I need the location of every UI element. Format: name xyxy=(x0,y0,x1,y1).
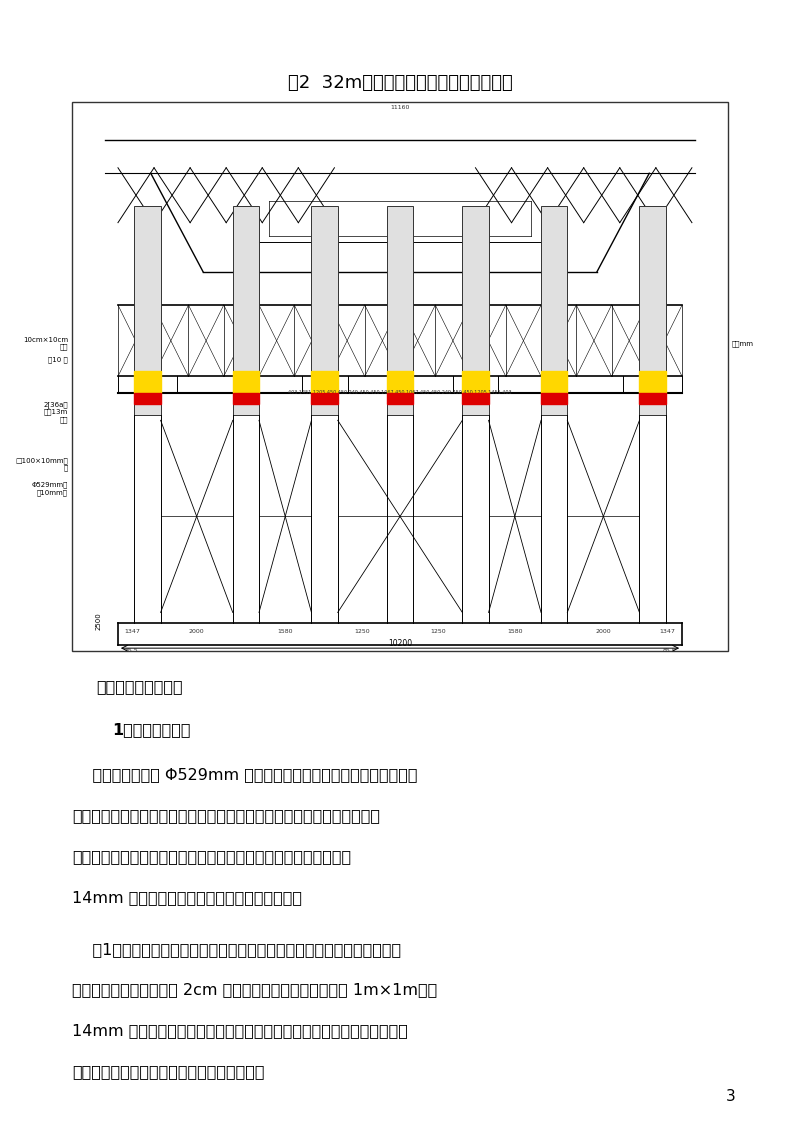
Bar xyxy=(462,206,489,414)
Text: 2000: 2000 xyxy=(595,629,611,634)
Bar xyxy=(387,371,413,393)
Text: 403 1451 1205 450 450 249 450 450 1067 450 1067 450 450 249 450 450 1205 1451 40: 403 1451 1205 450 450 249 450 450 1067 4… xyxy=(288,391,512,395)
Text: 11160: 11160 xyxy=(390,104,410,110)
Text: （二）、贝雷架拼装: （二）、贝雷架拼装 xyxy=(96,679,182,694)
Text: 钢管在铅垂状态下立于承台上，所以在钢管底部和承台之间设置厚: 钢管在铅垂状态下立于承台上，所以在钢管底部和承台之间设置厚 xyxy=(72,849,351,864)
Text: （1）、先将承台顶面清理干净，在承台顶面按设计尺寸放出钢管位置。: （1）、先将承台顶面清理干净，在承台顶面按设计尺寸放出钢管位置。 xyxy=(72,942,401,957)
Text: 85.5: 85.5 xyxy=(124,649,138,653)
Bar xyxy=(134,371,161,393)
Text: □100×10mm扁
钢: □100×10mm扁 钢 xyxy=(15,457,68,471)
Text: 工10 槽: 工10 槽 xyxy=(48,357,68,363)
Text: 到承台，然后传递给地基。为保证钢管立柱受力均匀、平衡传力，须保证: 到承台，然后传递给地基。为保证钢管立柱受力均匀、平衡传力，须保证 xyxy=(72,808,380,823)
Bar xyxy=(639,206,666,414)
Text: 贝雷mm: 贝雷mm xyxy=(732,340,754,346)
Text: 然后在承台面上铺一层厚 2cm 的高标号细石砼，放上尺寸为 1m×1m、厚: 然后在承台面上铺一层厚 2cm 的高标号细石砼，放上尺寸为 1m×1m、厚 xyxy=(72,983,438,997)
Text: 1580: 1580 xyxy=(278,629,293,634)
Bar xyxy=(311,206,338,414)
Text: 85.5: 85.5 xyxy=(662,649,676,653)
Bar xyxy=(462,371,489,393)
Text: 图2  32m简支箱梁贝雷支架现浇施工方案: 图2 32m简支箱梁贝雷支架现浇施工方案 xyxy=(288,74,513,92)
Text: 10cm×10cm
木枋: 10cm×10cm 木枋 xyxy=(23,336,68,350)
Bar xyxy=(134,206,161,414)
Text: 14mm 的钢板。再用水准仪抄平，保证钢板四角标高一致，将钢板和承台: 14mm 的钢板。再用水准仪抄平，保证钢板四角标高一致，将钢板和承台 xyxy=(72,1023,408,1038)
Bar xyxy=(541,206,567,414)
Text: 1、钢管立柱安装: 1、钢管立柱安装 xyxy=(112,722,190,737)
Bar xyxy=(639,371,666,393)
Text: 14mm 的钢板，进行水平调平及增加受力面积。: 14mm 的钢板，进行水平调平及增加受力面积。 xyxy=(72,890,302,904)
Text: 1250: 1250 xyxy=(430,629,446,634)
Bar xyxy=(134,393,161,404)
Text: 1250: 1250 xyxy=(354,629,370,634)
Text: 1347: 1347 xyxy=(659,629,675,634)
Text: 2500: 2500 xyxy=(95,611,102,629)
Text: 1580: 1580 xyxy=(507,629,522,634)
Bar xyxy=(541,371,567,393)
Bar xyxy=(462,393,489,404)
Bar xyxy=(639,393,666,404)
Text: 2[36a双
拼，13m
一根: 2[36a双 拼，13m 一根 xyxy=(43,401,68,423)
Bar xyxy=(387,393,413,404)
Text: 之间的空隙填满、捣实，确保钢板安放牢固。: 之间的空隙填满、捣实，确保钢板安放牢固。 xyxy=(72,1064,265,1079)
Text: 1347: 1347 xyxy=(125,629,141,634)
Text: 3: 3 xyxy=(726,1089,736,1104)
Bar xyxy=(233,206,259,414)
Bar xyxy=(387,206,413,414)
Bar xyxy=(311,371,338,393)
Bar xyxy=(541,393,567,404)
Bar xyxy=(311,393,338,404)
Bar xyxy=(233,393,259,404)
Text: Φ529mm螺
旋10mm壁: Φ529mm螺 旋10mm壁 xyxy=(32,482,68,496)
Text: 2000: 2000 xyxy=(189,629,205,634)
Bar xyxy=(233,371,259,393)
Text: 贝雷架下部采用 Φ529mm 螺旋钢管作为支撑立柱，将所受荷载传递: 贝雷架下部采用 Φ529mm 螺旋钢管作为支撑立柱，将所受荷载传递 xyxy=(72,767,418,782)
Text: 10200: 10200 xyxy=(388,640,412,649)
Bar xyxy=(72,102,728,651)
